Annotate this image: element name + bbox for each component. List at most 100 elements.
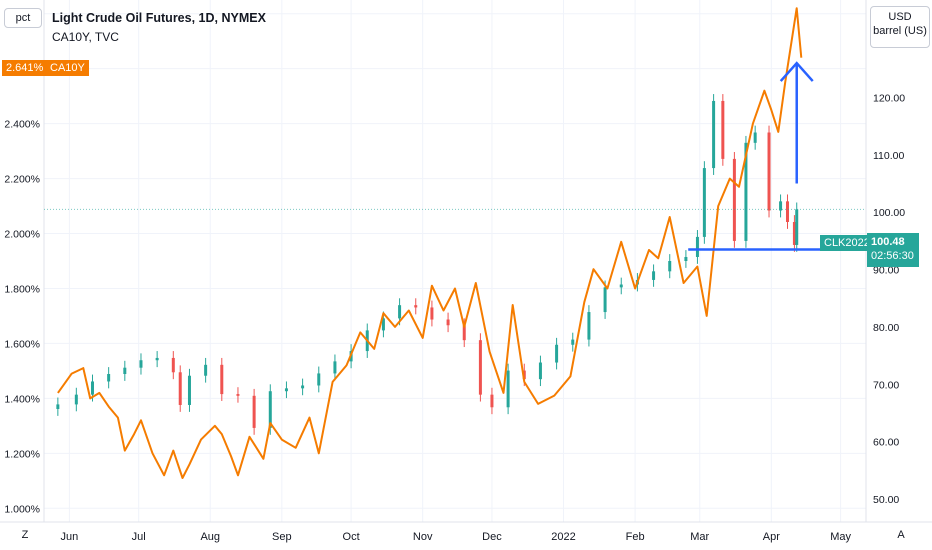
x-tick-label: Sep <box>272 531 292 543</box>
right-unit-measure: barrel (US) <box>873 25 927 37</box>
up-arrow-head[interactable] <box>779 61 814 82</box>
candle-body <box>139 360 143 368</box>
candle-body <box>702 168 706 237</box>
candle-body <box>695 236 699 257</box>
candle-body <box>301 385 305 389</box>
candle-body <box>268 391 272 428</box>
candle-body <box>220 364 224 395</box>
left-tick-label: 1.800% <box>4 283 40 295</box>
candle-body <box>107 374 111 382</box>
legend-subtitle: CA10Y, TVC <box>52 30 119 44</box>
left-unit-label: pct <box>4 8 42 28</box>
left-tick-label: 2.000% <box>4 229 40 241</box>
right-tick-label: 50.00 <box>873 494 899 506</box>
candle-body <box>204 364 208 376</box>
right-axis-ticks: 50.00 60.00 70.00 80.00 90.00 100.00 110.00 120… <box>873 35 905 506</box>
left-tick-label: 1.000% <box>4 503 40 515</box>
x-tick-label: Jul <box>132 531 146 543</box>
candle-body <box>522 370 526 380</box>
candle-body <box>721 100 725 159</box>
crude-last-price: 100.48 <box>871 236 905 248</box>
candle-body <box>753 132 757 143</box>
x-tick-label: Apr <box>763 531 780 543</box>
ca10y-last-value: 2.641% <box>2 60 48 76</box>
candle-body <box>795 209 799 245</box>
candle-body <box>490 394 494 408</box>
x-axis-ticks: Jun Jul Aug Sep Oct Nov Dec 2022 Feb Mar Apr May <box>61 531 852 543</box>
candle-body <box>571 339 575 345</box>
grid <box>44 0 866 522</box>
candle-body <box>785 201 789 222</box>
x-tick-label: 2022 <box>551 531 575 543</box>
crude-candles <box>44 94 866 435</box>
right-unit-selector[interactable]: USD barrel (US) <box>870 6 930 48</box>
log-scale-toggle[interactable]: Z <box>21 529 29 541</box>
candle-body <box>652 271 656 280</box>
candle-body <box>252 395 256 428</box>
candle-body <box>123 367 127 375</box>
right-tick-label: 90.00 <box>873 265 899 277</box>
candle-body <box>381 318 385 331</box>
candle-body <box>430 307 434 320</box>
left-axis-ticks: 1.000% 1.200% 1.400% 1.600% 1.800% 2.000% 2.20… <box>4 9 40 516</box>
right-tick-label: 60.00 <box>873 437 899 449</box>
left-tick-label: 2.400% <box>4 119 40 131</box>
candle-body <box>74 394 78 405</box>
left-tick-label: 1.200% <box>4 448 40 460</box>
candle-body <box>555 344 559 363</box>
candle-body <box>779 201 783 211</box>
candle-body <box>792 221 796 245</box>
candle-body <box>333 361 337 374</box>
crude-symbol-text: CLK2022 <box>824 237 870 249</box>
candle-body <box>317 373 321 386</box>
x-tick-label: Feb <box>626 531 645 543</box>
plot-area <box>44 0 866 522</box>
candle-body <box>90 381 94 395</box>
x-tick-label: Nov <box>413 531 433 543</box>
ca10y-label-text: CA10Y <box>50 62 85 74</box>
candle-body <box>446 319 450 326</box>
x-tick-label: Mar <box>690 531 709 543</box>
x-tick-label: May <box>830 531 851 543</box>
candle-body <box>712 100 716 169</box>
candle-body <box>603 287 607 313</box>
candle-body <box>56 404 60 409</box>
crude-countdown: 02:56:30 <box>871 250 914 262</box>
left-tick-label: 2.200% <box>4 174 40 186</box>
right-tick-label: 70.00 <box>873 379 899 391</box>
auto-scale-toggle[interactable]: A <box>897 529 905 541</box>
x-tick-label: Oct <box>343 531 360 543</box>
candle-body <box>684 256 688 261</box>
candle-body <box>767 132 771 211</box>
candle-body <box>171 357 175 373</box>
right-tick-label: 100.00 <box>873 207 905 219</box>
candle-body <box>538 362 542 380</box>
candle-body <box>236 394 240 396</box>
candle-body <box>178 372 182 405</box>
x-tick-label: Jun <box>61 531 79 543</box>
x-tick-label: Aug <box>200 531 220 543</box>
ca10y-label-tag: CA10Y <box>46 60 89 76</box>
candle-body <box>478 340 482 395</box>
candle-body <box>619 284 623 288</box>
right-tick-label: 120.00 <box>873 93 905 105</box>
ca10y-series-line <box>57 7 803 479</box>
candle-body <box>414 305 418 308</box>
candle-body <box>155 357 159 361</box>
candle-body <box>506 370 510 408</box>
candle-body <box>587 312 591 340</box>
candle-body <box>744 142 748 241</box>
crude-symbol-tag: CLK2022 <box>820 235 874 251</box>
right-unit-currency: USD <box>888 11 912 23</box>
candle-body <box>284 388 288 392</box>
candle-body <box>462 325 466 341</box>
right-tick-label: 80.00 <box>873 322 899 334</box>
ca10y-last-value-text: 2.641% <box>6 62 44 74</box>
candle-body <box>732 158 736 241</box>
legend-title: Light Crude Oil Futures, 1D, NYMEX <box>52 11 266 25</box>
candle-body <box>187 375 191 405</box>
x-tick-label: Dec <box>482 531 502 543</box>
right-tick-label: 110.00 <box>873 150 904 162</box>
crude-price-tag: 100.48 02:56:30 <box>867 233 919 267</box>
